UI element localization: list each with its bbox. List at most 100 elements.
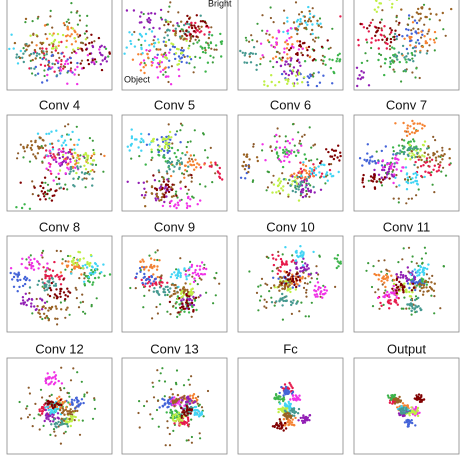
dot (61, 160, 64, 164)
dot (330, 163, 333, 166)
dot (408, 39, 412, 43)
dot (408, 152, 411, 155)
dot (407, 58, 410, 61)
dot (42, 266, 45, 269)
dot (284, 412, 288, 416)
dot (90, 33, 93, 36)
dot (409, 295, 413, 298)
dot (57, 172, 60, 175)
dot (407, 197, 410, 200)
dot (251, 39, 254, 42)
dot (147, 17, 151, 20)
dot (196, 162, 199, 165)
dot (152, 273, 155, 276)
dot (312, 174, 315, 178)
dot (309, 281, 312, 284)
dot (29, 59, 32, 63)
dot (391, 162, 394, 166)
dot (90, 305, 93, 308)
dot (305, 46, 308, 49)
dot (129, 144, 133, 147)
dot (399, 276, 402, 279)
dot (66, 163, 69, 166)
dot (411, 270, 414, 273)
dot (167, 66, 170, 69)
dot (410, 32, 413, 35)
dot (388, 270, 391, 273)
dot (245, 39, 248, 42)
dot (415, 11, 419, 14)
dot (193, 411, 197, 415)
dot (59, 398, 62, 402)
dot (67, 123, 70, 126)
dot (295, 187, 298, 191)
dot (144, 282, 147, 285)
dot (155, 66, 159, 69)
dot (179, 272, 182, 275)
dot (39, 56, 42, 59)
dot (64, 172, 67, 175)
dot (409, 125, 412, 128)
dot (435, 13, 438, 16)
dot (17, 152, 20, 155)
dot (197, 415, 201, 418)
dot (162, 40, 165, 43)
dot (410, 313, 413, 316)
dot (325, 171, 329, 174)
dot (98, 51, 102, 54)
dot (81, 266, 84, 270)
dot (51, 194, 54, 198)
dot (182, 54, 185, 57)
dot (48, 277, 51, 280)
dot (35, 52, 39, 55)
dot (420, 36, 423, 39)
dot (414, 288, 417, 292)
dot (387, 295, 390, 299)
dot (151, 417, 154, 420)
dot (304, 21, 307, 24)
dot (130, 128, 133, 131)
dot (307, 45, 311, 49)
dot (185, 278, 188, 281)
dot (275, 152, 279, 155)
dot (428, 18, 431, 21)
dot (402, 289, 405, 292)
dot (46, 189, 50, 192)
dot (164, 66, 167, 69)
dot (322, 284, 325, 287)
dot (69, 165, 73, 169)
panel (121, 235, 228, 333)
dot (413, 50, 417, 53)
dot (177, 398, 181, 401)
dot (428, 44, 431, 47)
dot (41, 305, 44, 309)
dot (39, 184, 42, 188)
dot (31, 312, 34, 315)
dot (313, 40, 316, 43)
dot (34, 402, 37, 405)
dot (252, 145, 255, 148)
dot (291, 43, 294, 46)
dot (188, 399, 191, 403)
dot (48, 395, 51, 398)
dot (265, 32, 268, 35)
dot (395, 37, 398, 41)
dot (190, 304, 194, 307)
dot (32, 52, 35, 55)
dot (62, 55, 66, 58)
dot (274, 148, 277, 151)
dot (81, 178, 84, 181)
dot (305, 419, 309, 422)
dot (355, 66, 359, 70)
dot (405, 173, 409, 176)
dot (285, 148, 288, 151)
dot (328, 163, 331, 166)
dot (57, 60, 60, 63)
dot (153, 35, 156, 38)
dot (286, 139, 289, 143)
dot (70, 1, 73, 5)
dot (308, 12, 312, 16)
dot (384, 293, 388, 296)
dot (335, 257, 339, 260)
dot (153, 264, 156, 268)
